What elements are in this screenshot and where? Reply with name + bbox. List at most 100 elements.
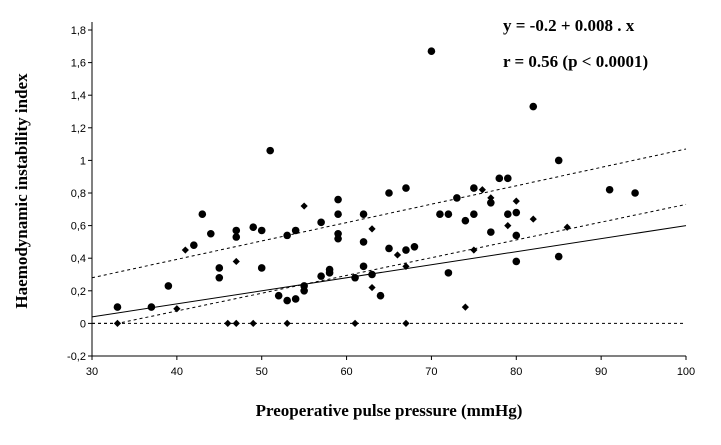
data-point-circle <box>257 264 266 272</box>
data-point-circle <box>385 189 393 197</box>
data-point-circle <box>512 231 521 240</box>
data-point-circle <box>512 208 521 217</box>
y-tick-label: 1,2 <box>71 123 86 135</box>
correlation-annotation: r = 0.56 (p < 0.0001) <box>503 52 648 71</box>
data-point-diamond <box>232 319 240 327</box>
data-point-circle <box>325 269 334 277</box>
data-point-circle <box>266 146 275 155</box>
data-points <box>113 47 639 327</box>
data-point-diamond <box>249 319 257 327</box>
regression-equation: y = -0.2 + 0.008 . x <box>503 16 635 35</box>
data-point-circle <box>334 195 342 204</box>
data-point-circle <box>147 303 156 311</box>
data-point-circle <box>427 47 436 55</box>
data-point-diamond <box>351 319 359 327</box>
data-point-circle <box>215 264 224 272</box>
data-point-circle <box>291 226 300 235</box>
data-point-circle <box>232 233 241 241</box>
data-point-diamond <box>393 251 402 259</box>
data-point-circle <box>504 174 512 183</box>
data-point-circle <box>529 102 538 111</box>
data-point-circle <box>113 303 122 311</box>
y-tick-label: 0,4 <box>71 253 86 265</box>
data-point-circle <box>487 228 495 236</box>
y-tick-label: 1,8 <box>71 25 86 37</box>
data-point-circle <box>402 184 410 192</box>
y-tick-label: 0 <box>80 318 86 330</box>
y-tick-label: 1,4 <box>71 90 86 102</box>
data-point-diamond <box>232 257 240 266</box>
data-point-circle <box>470 210 478 218</box>
data-point-circle <box>207 229 215 238</box>
data-point-diamond <box>529 215 537 223</box>
data-point-circle <box>249 223 258 232</box>
x-tick-label: 90 <box>595 366 607 378</box>
data-point-circle <box>631 189 639 197</box>
data-point-circle <box>436 210 444 218</box>
data-point-circle <box>283 231 291 240</box>
data-point-diamond <box>224 319 232 327</box>
data-point-diamond <box>368 283 376 292</box>
y-tick-label: -0,2 <box>67 351 86 363</box>
data-point-circle <box>359 210 368 218</box>
data-point-circle <box>351 273 359 282</box>
data-point-circle <box>198 210 207 218</box>
data-point-circle <box>334 234 342 243</box>
data-point-circle <box>359 238 368 246</box>
data-point-diamond <box>487 194 495 202</box>
data-point-diamond <box>478 186 486 194</box>
data-point-circle <box>453 194 461 202</box>
data-point-circle <box>410 242 419 251</box>
x-tick-label: 40 <box>171 366 183 378</box>
data-point-circle <box>317 272 325 280</box>
data-point-diamond <box>113 319 122 327</box>
data-point-diamond <box>461 303 469 311</box>
x-tick-label: 100 <box>677 366 695 378</box>
regression-line <box>91 225 687 318</box>
x-axis-title: Preoperative pulse pressure (mmHg) <box>256 401 523 420</box>
data-point-circle <box>274 291 283 300</box>
axes: 30 40 50 60 70 80 90 100 -0,2 0 0,2 0,4 0,6 0,8 1 1,2 1,… <box>67 22 695 378</box>
data-point-circle <box>215 273 224 282</box>
y-tick-label: 0,6 <box>71 221 86 233</box>
confidence-band-upper <box>91 148 687 279</box>
data-point-circle <box>444 269 453 277</box>
data-point-diamond <box>563 223 571 231</box>
data-point-circle <box>554 156 563 165</box>
x-tick-label: 80 <box>510 366 522 378</box>
x-tick-label: 70 <box>425 366 437 378</box>
y-tick-label: 1,6 <box>71 58 86 70</box>
plot-area <box>91 148 687 324</box>
data-point-circle <box>470 184 478 192</box>
data-point-circle <box>190 241 198 249</box>
data-point-diamond <box>173 305 181 313</box>
data-point-diamond <box>300 202 308 210</box>
x-tick-label: 60 <box>340 366 352 378</box>
data-point-circle <box>283 296 291 305</box>
confidence-band-lower <box>92 203 687 324</box>
y-tick-label: 1 <box>80 155 86 167</box>
data-point-circle <box>317 218 325 227</box>
data-point-circle <box>461 216 470 225</box>
data-point-circle <box>164 282 173 290</box>
y-tick-label: 0,2 <box>71 286 86 298</box>
data-point-circle <box>376 291 385 300</box>
data-point-diamond <box>470 246 478 254</box>
data-point-diamond <box>512 197 520 205</box>
data-point-circle <box>368 270 376 279</box>
y-tick-label: 0,8 <box>71 188 86 200</box>
data-point-circle <box>554 252 563 261</box>
data-point-diamond <box>283 319 291 327</box>
data-point-circle <box>504 210 512 218</box>
data-point-circle <box>359 262 368 271</box>
x-tick-label: 30 <box>86 366 98 378</box>
data-point-circle <box>385 244 393 253</box>
data-point-diamond <box>504 222 512 230</box>
data-point-circle <box>487 198 495 207</box>
data-point-circle <box>334 210 342 218</box>
data-point-circle <box>495 174 504 183</box>
data-point-diamond <box>402 319 410 327</box>
data-point-diamond <box>368 225 376 233</box>
data-point-circle <box>232 226 241 235</box>
